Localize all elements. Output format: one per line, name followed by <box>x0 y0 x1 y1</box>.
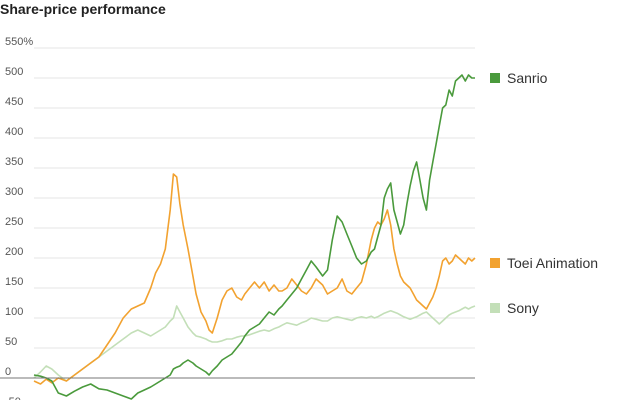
series-lines <box>33 74 476 400</box>
y-tick-label: 0 <box>5 366 11 378</box>
legend-item-sony: Sony <box>490 300 539 316</box>
y-tick-label: 250 <box>5 216 23 228</box>
y-tick-label: 450 <box>5 96 23 108</box>
y-tick-label: 150 <box>5 276 23 288</box>
y-tick-label: -50 <box>5 396 21 400</box>
y-tick-label: 550% <box>5 36 33 48</box>
legend-label: Sanrio <box>507 70 548 86</box>
y-tick-label: 200 <box>5 246 23 258</box>
series-line-sanrio <box>33 74 475 400</box>
legend-label: Toei Animation <box>507 255 598 271</box>
legend-swatch <box>490 258 500 268</box>
series-line-toei-animation <box>33 173 476 385</box>
y-axis-tick-labels: -50 0 50 100 150 200 250 300 350 400 450 500 550% <box>5 36 33 400</box>
legend-label: Sony <box>507 300 539 316</box>
legend-swatch <box>490 73 500 83</box>
series-line-sony <box>33 305 476 382</box>
y-tick-label: 400 <box>5 126 23 138</box>
legend-swatch <box>490 303 500 313</box>
grid-lines <box>34 47 475 349</box>
legend: Sanrio Toei Animation Sony <box>490 70 598 316</box>
y-tick-label: 350 <box>5 156 23 168</box>
y-tick-label: 100 <box>5 306 23 318</box>
legend-item-toei-animation: Toei Animation <box>490 255 598 271</box>
y-tick-label: 50 <box>5 336 17 348</box>
y-tick-label: 300 <box>5 186 23 198</box>
y-tick-label: 500 <box>5 66 23 78</box>
legend-item-sanrio: Sanrio <box>490 70 548 86</box>
chart-title: Share-price performance <box>0 1 166 17</box>
